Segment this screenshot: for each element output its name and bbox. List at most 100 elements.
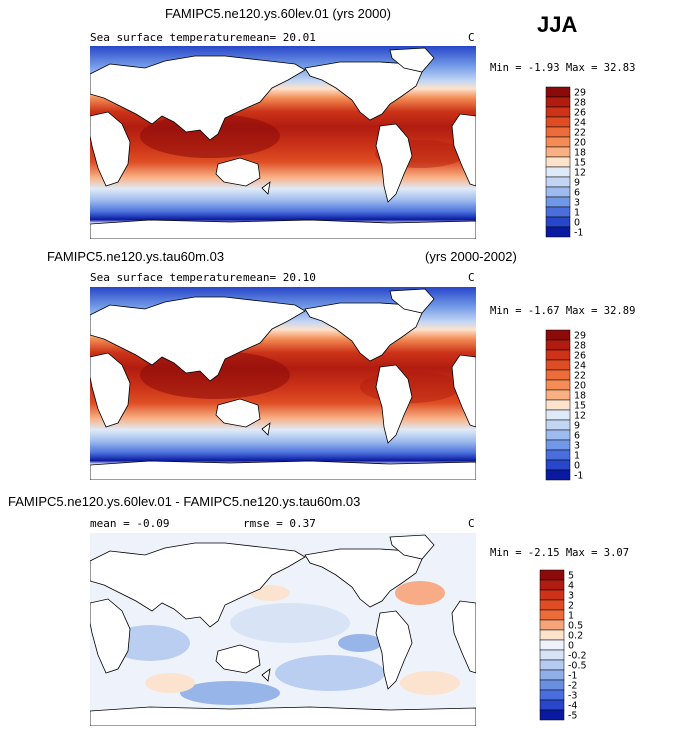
panel2-colorbar-label-12: 1 — [574, 451, 580, 462]
panel1-colorbar-swatch-10 — [545, 186, 571, 198]
panel2-colorbar-label-2: 26 — [574, 351, 586, 362]
panel3-colorbar-label-5: 0.5 — [568, 621, 583, 632]
panel2-units: C — [468, 271, 475, 284]
panel2-variable: Sea surface temperature — [90, 271, 243, 284]
panel1-colorbar-swatch-1 — [545, 96, 571, 108]
panel3-colorbar-swatch-1 — [539, 579, 565, 591]
panel1-colorbar-swatch-3 — [545, 116, 571, 128]
panel2-colorbar-swatch-14 — [545, 469, 571, 481]
panel1-colorbar-swatch-0 — [545, 86, 571, 98]
panel1-colorbar-swatch-13 — [545, 216, 571, 228]
panel1-colorbar-label-10: 6 — [574, 188, 580, 199]
panel1-colorbar-label-2: 26 — [574, 108, 586, 119]
panel1-colorbar-label-13: 0 — [574, 218, 580, 229]
panel1-colorbar-swatch-8 — [545, 166, 571, 178]
panel1-colorbar-label-1: 28 — [574, 98, 586, 109]
panel1-colorbar-label-12: 1 — [574, 208, 580, 219]
panel3-colorbar-swatch-5 — [539, 619, 565, 631]
panel1-mean: mean= 20.01 — [243, 31, 316, 44]
panel3-colorbar-label-10: -1 — [568, 671, 577, 682]
panel3-colorbar-label-14: -5 — [568, 711, 577, 722]
panel3-colorbar-label-13: -4 — [568, 701, 577, 712]
panel2-colorbar-swatch-5 — [545, 379, 571, 391]
panel2-colorbar-label-4: 22 — [574, 371, 586, 382]
panel3-colorbar-swatch-12 — [539, 689, 565, 701]
panel1-colorbar-label-4: 22 — [574, 128, 586, 139]
panel2-colorbar-swatch-11 — [545, 439, 571, 451]
panel3-mean: mean = -0.09 — [90, 517, 170, 530]
panel3-colorbar-label-9: -0.5 — [568, 661, 587, 672]
panel2-colorbar-swatch-1 — [545, 339, 571, 351]
panel2-colorbar-swatch-13 — [545, 459, 571, 471]
panel2-colorbar-swatch-4 — [545, 369, 571, 381]
panel2-colorbar-label-14: -1 — [574, 471, 583, 482]
panel3-title: FAMIPC5.ne120.ys.60lev.01 - FAMIPC5.ne12… — [8, 494, 361, 509]
panel2-colorbar-label-11: 3 — [574, 441, 580, 452]
panel1-colorbar-swatch-14 — [545, 226, 571, 238]
panel1-colorbar-label-8: 12 — [574, 168, 586, 179]
panel3-land — [90, 534, 476, 726]
panel1-colorbar-label-6: 18 — [574, 148, 586, 159]
panel3-colorbar-swatch-9 — [539, 659, 565, 671]
panel3-colorbar-label-4: 1 — [568, 611, 574, 622]
panel3-colorbar-swatch-7 — [539, 639, 565, 651]
panel3-colorbar-label-12: -3 — [568, 691, 577, 702]
panel2-colorbar-swatch-7 — [545, 399, 571, 411]
panel1-title: FAMIPC5.ne120.ys.60lev.01 (yrs 2000) — [165, 6, 391, 21]
panel2-colorbar-label-8: 12 — [574, 411, 586, 422]
panel3-colorbar-label-6: 0.2 — [568, 631, 583, 642]
panel3-colorbar-swatch-13 — [539, 699, 565, 711]
panel2-colorbar-label-3: 24 — [574, 361, 586, 372]
panel2-colorbar-label-6: 18 — [574, 391, 586, 402]
panel3-colorbar-label-0: 5 — [568, 571, 574, 582]
panel1-colorbar-label-0: 29 — [574, 88, 586, 99]
panel3-colorbar-swatch-11 — [539, 679, 565, 691]
panel1-colorbar-label-11: 3 — [574, 198, 580, 209]
panel3-minmax: Min = -2.15 Max = 3.07 — [490, 547, 630, 559]
panel2-map — [90, 287, 476, 480]
panel3-colorbar-label-2: 3 — [568, 591, 574, 602]
panel1-minmax: Min = -1.93 Max = 32.83 — [490, 62, 636, 74]
panel2-colorbar-swatch-10 — [545, 429, 571, 441]
panel1-colorbar-label-5: 20 — [574, 138, 586, 149]
panel3-colorbar-swatch-2 — [539, 589, 565, 601]
panel1-variable: Sea surface temperature — [90, 31, 243, 44]
panel3-colorbar-label-11: -2 — [568, 681, 577, 692]
panel2-colorbar-label-1: 28 — [574, 341, 586, 352]
panel1-colorbar-swatch-11 — [545, 196, 571, 208]
panel1-colorbar-swatch-12 — [545, 206, 571, 218]
panel3-rmse: rmse = 0.37 — [243, 517, 316, 530]
panel1-colorbar-swatch-2 — [545, 106, 571, 118]
panel1-colorbar-swatch-5 — [545, 136, 571, 148]
panel1-colorbar-swatch-9 — [545, 176, 571, 188]
panel2-colorbar-swatch-12 — [545, 449, 571, 461]
panel3-colorbar-label-1: 4 — [568, 581, 574, 592]
panel3-colorbar-label-8: -0.2 — [568, 651, 587, 662]
panel2-colorbar-label-13: 0 — [574, 461, 580, 472]
panel2-colorbar-swatch-2 — [545, 349, 571, 361]
panel2-years: (yrs 2000-2002) — [425, 249, 517, 264]
panel1-land — [90, 47, 476, 239]
panel2-minmax: Min = -1.67 Max = 32.89 — [490, 305, 636, 317]
panel2-colorbar-swatch-8 — [545, 409, 571, 421]
panel2-colorbar-swatch-9 — [545, 419, 571, 431]
panel2-colorbar-label-10: 6 — [574, 431, 580, 442]
panel3-colorbar-swatch-8 — [539, 649, 565, 661]
panel2-colorbar-swatch-6 — [545, 389, 571, 401]
panel3-colorbar-label-7: 0 — [568, 641, 574, 652]
panel1-colorbar-label-14: -1 — [574, 228, 583, 239]
panel2-mean: mean= 20.10 — [243, 271, 316, 284]
panel1-map — [90, 46, 476, 239]
panel3-map — [90, 533, 476, 726]
panel1-colorbar-label-7: 15 — [574, 158, 586, 169]
panel3-units: C — [468, 517, 475, 530]
panel2-title: FAMIPC5.ne120.ys.tau60m.03 — [47, 249, 225, 264]
panel2-land — [90, 288, 476, 480]
panel2-colorbar-label-0: 29 — [574, 331, 586, 342]
panel3-colorbar-swatch-6 — [539, 629, 565, 641]
panel1-colorbar-label-9: 9 — [574, 178, 580, 189]
panel3-colorbar-swatch-10 — [539, 669, 565, 681]
panel3-colorbar-swatch-4 — [539, 609, 565, 621]
panel3-colorbar-swatch-14 — [539, 709, 565, 721]
